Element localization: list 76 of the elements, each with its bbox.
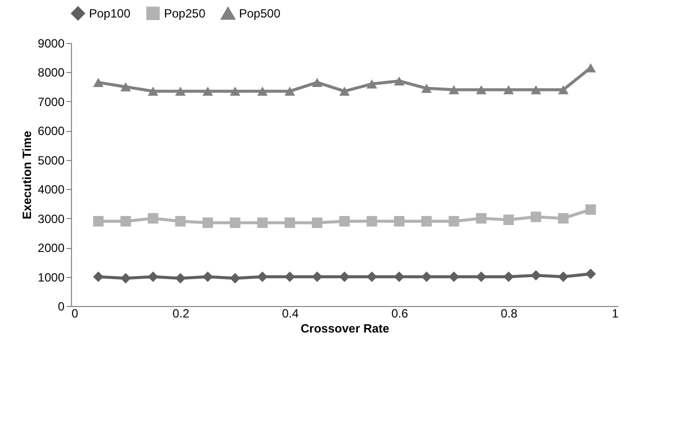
point bbox=[175, 86, 186, 96]
point bbox=[366, 79, 378, 88]
point bbox=[339, 272, 350, 282]
point bbox=[558, 213, 569, 224]
point bbox=[312, 217, 322, 228]
point bbox=[476, 85, 486, 94]
point bbox=[448, 85, 460, 94]
y-tick-label: 3000 bbox=[38, 212, 65, 226]
point bbox=[120, 272, 131, 284]
point bbox=[312, 272, 322, 282]
point bbox=[230, 272, 240, 284]
x-axis-title: Crossover Rate bbox=[300, 322, 390, 336]
point bbox=[175, 272, 186, 284]
point bbox=[175, 216, 186, 226]
point bbox=[257, 86, 268, 96]
x-tick-label: 1 bbox=[612, 306, 619, 320]
point bbox=[339, 86, 350, 96]
y-tick-label: 5000 bbox=[38, 153, 65, 168]
y-axis-title: Execution Time bbox=[20, 130, 34, 220]
point bbox=[421, 272, 432, 282]
point bbox=[148, 213, 158, 224]
point bbox=[230, 86, 240, 96]
y-tick-label: 2000 bbox=[38, 241, 65, 256]
point bbox=[120, 82, 131, 92]
point bbox=[230, 217, 240, 228]
point bbox=[530, 85, 542, 94]
point bbox=[148, 272, 158, 282]
y-tick-label: 6000 bbox=[38, 124, 65, 138]
point bbox=[421, 84, 432, 93]
point bbox=[257, 272, 268, 282]
point bbox=[120, 216, 131, 226]
x-tick-label: 0.2 bbox=[172, 306, 190, 320]
point bbox=[394, 76, 404, 86]
point bbox=[366, 216, 378, 226]
x-tick-label: 0 bbox=[72, 306, 78, 320]
point bbox=[448, 272, 460, 282]
point bbox=[394, 272, 404, 282]
point bbox=[530, 212, 542, 222]
point bbox=[93, 272, 104, 282]
y-tick-label: 8000 bbox=[38, 66, 65, 80]
point bbox=[284, 86, 296, 96]
point bbox=[339, 216, 350, 226]
point bbox=[448, 216, 460, 226]
point bbox=[93, 78, 104, 87]
x-tick-label: 0.4 bbox=[282, 306, 299, 320]
point bbox=[503, 214, 514, 226]
point bbox=[476, 213, 486, 224]
point bbox=[558, 85, 569, 94]
legend-label: Pop250 bbox=[164, 6, 206, 20]
point bbox=[202, 217, 213, 228]
y-tick-label: 1000 bbox=[38, 270, 65, 284]
point bbox=[148, 86, 158, 96]
point bbox=[394, 216, 404, 226]
point bbox=[530, 270, 542, 281]
y-tick-label: 4000 bbox=[38, 182, 65, 197]
point bbox=[284, 272, 296, 282]
point bbox=[312, 78, 322, 87]
point bbox=[585, 204, 596, 215]
legend-label: Pop100 bbox=[89, 6, 131, 20]
x-tick-label: 0.6 bbox=[391, 306, 408, 320]
point bbox=[476, 272, 486, 282]
point bbox=[366, 272, 378, 282]
point bbox=[202, 86, 213, 96]
point bbox=[257, 217, 268, 228]
point bbox=[558, 272, 569, 282]
point bbox=[585, 268, 596, 280]
y-tick-label: 9000 bbox=[38, 36, 65, 50]
point bbox=[284, 217, 296, 228]
point bbox=[202, 272, 213, 282]
point bbox=[503, 85, 514, 94]
legend-label: Pop500 bbox=[239, 6, 281, 21]
point bbox=[93, 216, 104, 226]
point bbox=[421, 216, 432, 226]
point bbox=[503, 272, 514, 282]
y-tick-label: 7000 bbox=[38, 94, 65, 109]
x-tick-label: 0.8 bbox=[500, 306, 518, 320]
